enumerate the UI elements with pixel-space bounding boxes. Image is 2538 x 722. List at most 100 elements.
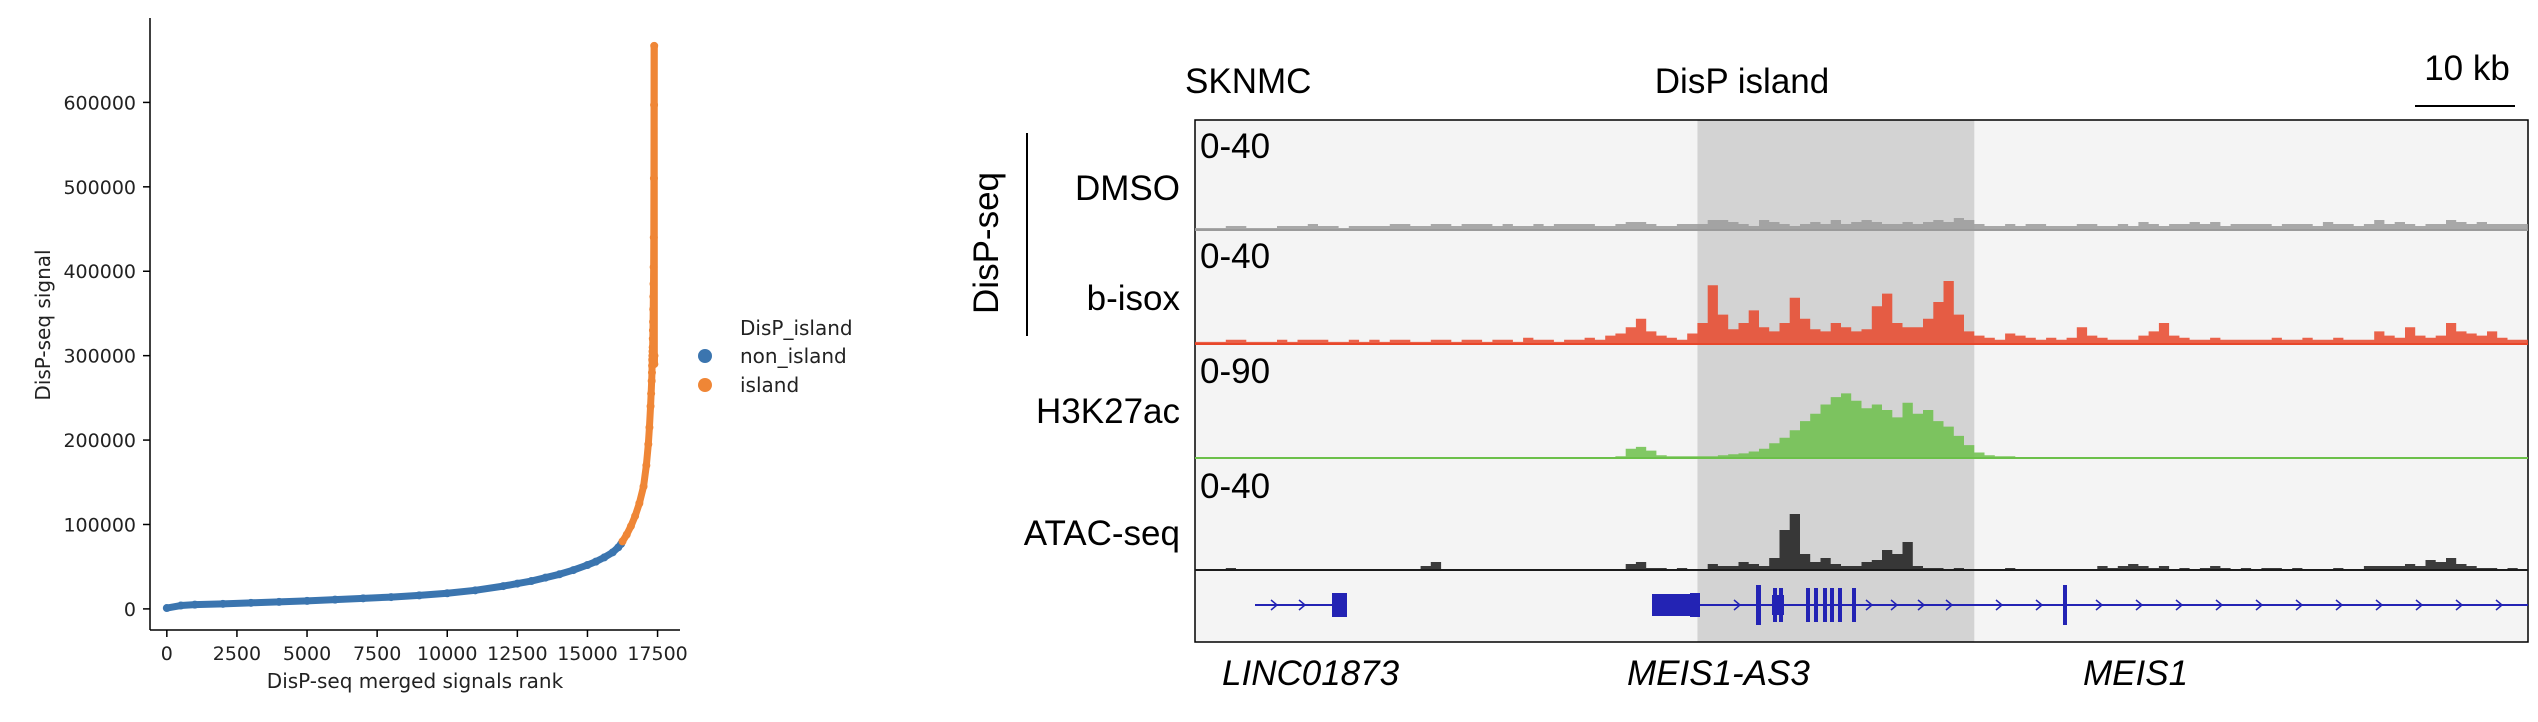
strand-arrow — [2255, 599, 2264, 611]
data-point-non-island — [591, 557, 600, 566]
data-point-island — [647, 368, 656, 377]
data-point-island — [650, 351, 659, 360]
gene-label-meis1: MEIS1 — [2083, 654, 2188, 693]
point-band-non-island — [387, 591, 423, 601]
data-point-non-island — [359, 594, 368, 603]
exon — [1652, 594, 1690, 616]
point-band-non-island — [247, 598, 283, 607]
track-name-label: H3K27ac — [1036, 392, 1180, 431]
data-point-non-island — [555, 570, 564, 579]
track-name-label: b-isox — [1087, 279, 1181, 318]
data-point-non-island — [541, 573, 550, 582]
data-point-non-island — [600, 553, 609, 562]
x-tick-label: 10000 — [417, 643, 477, 665]
data-point-island — [646, 402, 655, 411]
island-label: DisP island — [1655, 62, 1829, 101]
track-range-label: 0-40 — [1200, 127, 1270, 166]
track-atac-seq: 0-40 ATAC-seq — [1024, 467, 2528, 571]
track-range-label: 0-40 — [1200, 467, 1270, 506]
point-band-non-island — [331, 594, 367, 604]
data-point-island — [618, 537, 627, 546]
y-axis-label: DisP-seq signal — [31, 249, 55, 400]
point-band-non-island — [303, 596, 339, 605]
strand-arrow — [2175, 599, 2184, 611]
legend-label-non-island: non_island — [740, 344, 847, 368]
cell-line-label: SKNMC — [1185, 62, 1311, 101]
scatter-chart: 0 2500 5000 7500 10000 12500 15000 17500 0 10000… — [31, 18, 853, 693]
x-tick-label: 12500 — [487, 643, 547, 665]
y-tick-label: 0 — [124, 599, 136, 621]
point-band-non-island — [219, 599, 255, 608]
exon — [1823, 588, 1827, 622]
strand-arrow — [2375, 599, 2384, 611]
exon — [1756, 585, 1761, 625]
data-point-non-island — [415, 591, 424, 600]
exon — [1838, 588, 1842, 622]
track-b-isox: 0-40 b-isox — [1087, 237, 2528, 345]
legend-marker-non-island — [698, 349, 712, 363]
point-band-non-island — [415, 589, 451, 599]
legend-title: DisP_island — [740, 316, 853, 340]
point-band-non-island — [443, 586, 479, 597]
track-signal — [1195, 218, 2528, 230]
strand-arrow — [1917, 599, 1926, 611]
data-point-island — [642, 461, 651, 470]
data-point-non-island — [176, 601, 185, 610]
exon — [1814, 588, 1818, 622]
data-point-island — [647, 376, 656, 385]
scatter-points — [162, 41, 659, 613]
legend-label-island: island — [740, 373, 799, 397]
x-axis-label: DisP-seq merged signals rank — [267, 669, 564, 693]
strand-arrow — [2135, 599, 2144, 611]
data-point-non-island — [387, 593, 396, 602]
gene-model — [1255, 585, 2528, 625]
y-tick-label: 500000 — [63, 177, 136, 199]
track-signal — [1195, 393, 2528, 458]
legend: DisP_island non_island island — [698, 316, 853, 397]
strand-arrow — [2415, 599, 2424, 611]
data-point-island — [648, 343, 657, 352]
strand-arrow — [2215, 599, 2224, 611]
y-ticks: 0 100000 200000 300000 400000 500000 600000 — [63, 92, 150, 621]
exon — [1852, 588, 1856, 622]
data-point-island — [649, 317, 658, 326]
exon — [1772, 595, 1784, 615]
strand-arrow — [1733, 599, 1742, 611]
data-point-island — [649, 233, 658, 242]
data-point-island — [622, 530, 631, 539]
gene-label-meis1-as3: MEIS1-AS3 — [1627, 654, 1810, 693]
data-point-island — [635, 499, 644, 508]
track-range-label: 0-40 — [1200, 237, 1270, 276]
data-point-non-island — [583, 561, 592, 570]
signal-tracks: 0-40 DMSO 0-40 b-isox 0-90 H3K27ac 0-40 ATAC-se… — [1024, 127, 2528, 571]
gene-label-linc01873: LINC01873 — [1222, 654, 1400, 693]
data-point-island — [649, 292, 658, 301]
point-band-non-island — [471, 582, 507, 594]
data-point-non-island — [274, 597, 283, 606]
data-point-non-island — [527, 577, 536, 586]
data-point-island — [649, 263, 658, 272]
track-signal — [1195, 281, 2528, 344]
strand-arrow — [1995, 599, 2004, 611]
strand-arrow — [2335, 599, 2344, 611]
point-band-non-island — [275, 597, 311, 606]
data-point-non-island — [190, 600, 199, 609]
data-point-island — [648, 326, 657, 335]
track-panel-border — [1194, 119, 2529, 643]
group-label: DisP-seq — [967, 172, 1006, 314]
x-ticks: 0 2500 5000 7500 10000 12500 15000 17500 — [161, 630, 688, 665]
x-tick-label: 7500 — [353, 643, 401, 665]
data-point-non-island — [499, 582, 508, 591]
exon — [1332, 593, 1347, 617]
data-point-island — [649, 174, 658, 183]
exon — [1806, 588, 1810, 622]
exon — [1830, 588, 1834, 622]
data-point-non-island — [303, 596, 312, 605]
x-tick-label: 5000 — [283, 643, 331, 665]
y-tick-label: 400000 — [63, 261, 136, 283]
data-point-island — [645, 423, 654, 432]
strand-arrow — [2495, 599, 2504, 611]
track-dmso: 0-40 DMSO — [1075, 127, 2528, 231]
strand-arrow — [1298, 599, 1307, 611]
y-tick-label: 200000 — [63, 430, 136, 452]
